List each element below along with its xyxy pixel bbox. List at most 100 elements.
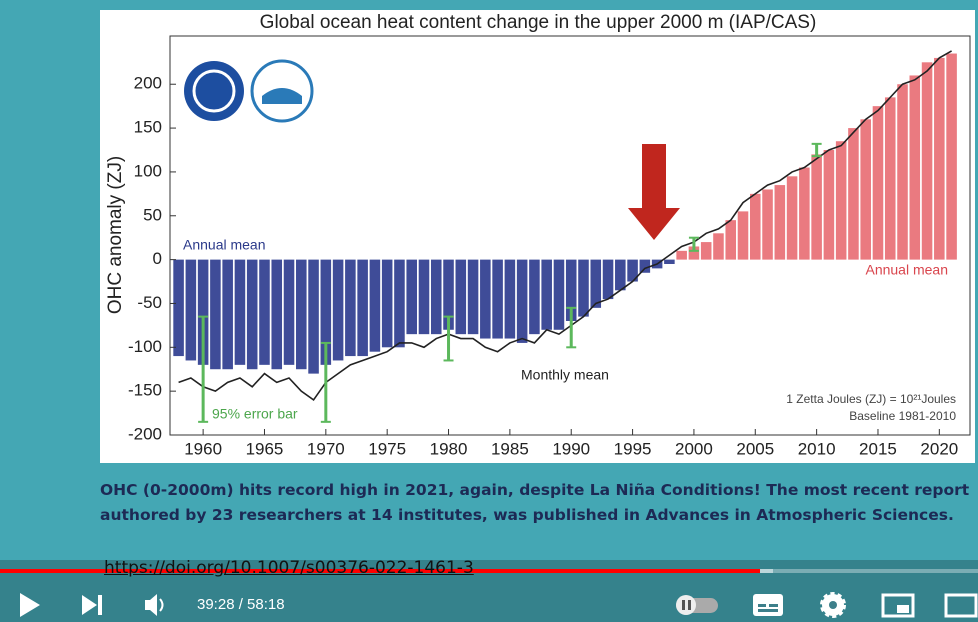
bar — [467, 259, 479, 335]
bar — [197, 259, 209, 365]
next-button[interactable] — [82, 595, 102, 615]
bar — [443, 259, 454, 330]
x-tick-label: 1975 — [368, 439, 406, 458]
settings-button[interactable] — [820, 592, 846, 618]
play-button[interactable] — [20, 593, 40, 617]
logo-iap-wave — [262, 88, 302, 104]
bar — [492, 259, 503, 339]
bar — [394, 259, 405, 348]
volume-button[interactable] — [145, 594, 164, 616]
y-tick-label: 100 — [134, 161, 162, 180]
cc-line — [758, 609, 778, 612]
chart-title: Global ocean heat content change in the … — [260, 12, 817, 33]
annotation: Monthly mean — [521, 367, 609, 383]
toggle-pause — [682, 600, 685, 610]
bar — [222, 259, 233, 370]
volume-wave — [159, 598, 164, 612]
bar — [786, 176, 798, 260]
y-tick-label: -50 — [137, 293, 162, 312]
subtitles-button[interactable] — [753, 594, 783, 616]
cc-icon — [753, 594, 783, 616]
bar — [725, 220, 737, 260]
bar — [909, 75, 921, 260]
bar — [639, 259, 651, 273]
y-tick-label: -100 — [128, 337, 162, 356]
bar — [946, 53, 957, 260]
description-line: OHC (0-2000m) hits record high in 2021, … — [100, 481, 970, 499]
bar — [320, 259, 332, 365]
x-tick-label: 2010 — [798, 439, 836, 458]
progress-played — [0, 569, 760, 573]
time-display: 39:28 / 58:18 — [197, 596, 285, 613]
bar — [308, 259, 319, 374]
bar — [848, 128, 859, 260]
logo-cas-ring — [192, 69, 236, 113]
bar — [897, 84, 908, 260]
bar — [811, 154, 822, 260]
annotation: Baseline 1981-2010 — [849, 409, 956, 423]
bar — [688, 246, 700, 260]
bar — [234, 259, 246, 365]
x-tick-label: 1965 — [246, 439, 284, 458]
bar — [565, 259, 577, 321]
bar — [872, 106, 884, 260]
bar — [762, 189, 773, 260]
bar — [430, 259, 442, 335]
bar — [271, 259, 283, 370]
bar — [332, 259, 344, 361]
toggle-knob — [676, 595, 696, 615]
bar — [676, 250, 687, 260]
y-axis-label: OHC anomaly (ZJ) — [105, 156, 126, 314]
next-icon-bar — [98, 595, 102, 615]
bar — [737, 211, 749, 260]
y-tick-label: 200 — [134, 74, 162, 93]
bar — [259, 259, 270, 365]
bar — [516, 259, 528, 343]
miniplayer-inner — [897, 605, 909, 613]
x-tick-label: 1980 — [430, 439, 468, 458]
bar — [210, 259, 221, 370]
bar — [381, 259, 393, 348]
x-tick-label: 1995 — [614, 439, 652, 458]
bar — [418, 259, 430, 335]
x-tick-label: 2015 — [859, 439, 897, 458]
y-tick-label: 50 — [143, 205, 162, 224]
y-tick-label: 0 — [153, 249, 162, 268]
bar — [529, 259, 540, 335]
x-tick-label: 1985 — [491, 439, 529, 458]
plot-frame — [169, 35, 971, 436]
bar — [860, 119, 871, 260]
autoplay-toggle[interactable] — [676, 595, 718, 615]
link[interactable]: https://doi.org/10.1007/s00376-022-1461-… — [104, 558, 474, 578]
y-tick-label: -150 — [128, 381, 162, 400]
gear-hole — [829, 601, 837, 609]
bar — [553, 259, 565, 330]
bar — [246, 259, 258, 370]
bar — [173, 259, 184, 357]
bar — [750, 193, 761, 260]
x-tick-label: 2005 — [736, 439, 774, 458]
y-tick-label: -200 — [128, 424, 162, 443]
toggle-pause — [688, 600, 691, 610]
x-tick-label: 1970 — [307, 439, 345, 458]
monthly-line — [178, 50, 952, 402]
bar — [602, 259, 614, 300]
bar — [664, 259, 675, 264]
bar — [799, 167, 810, 260]
x-tick-label: 2020 — [920, 439, 958, 458]
bar — [590, 259, 602, 308]
theater-button[interactable] — [944, 593, 978, 618]
bar — [369, 259, 381, 352]
bar — [406, 259, 417, 335]
annotation: Annual mean — [183, 237, 266, 253]
volume-icon — [145, 594, 157, 616]
bar — [541, 259, 552, 330]
bar — [934, 57, 945, 260]
miniplayer-button[interactable] — [881, 593, 915, 618]
red-arrow — [628, 144, 680, 240]
x-tick-label: 1990 — [552, 439, 590, 458]
cc-line — [769, 604, 778, 607]
bar — [615, 259, 626, 291]
bar — [921, 62, 933, 260]
